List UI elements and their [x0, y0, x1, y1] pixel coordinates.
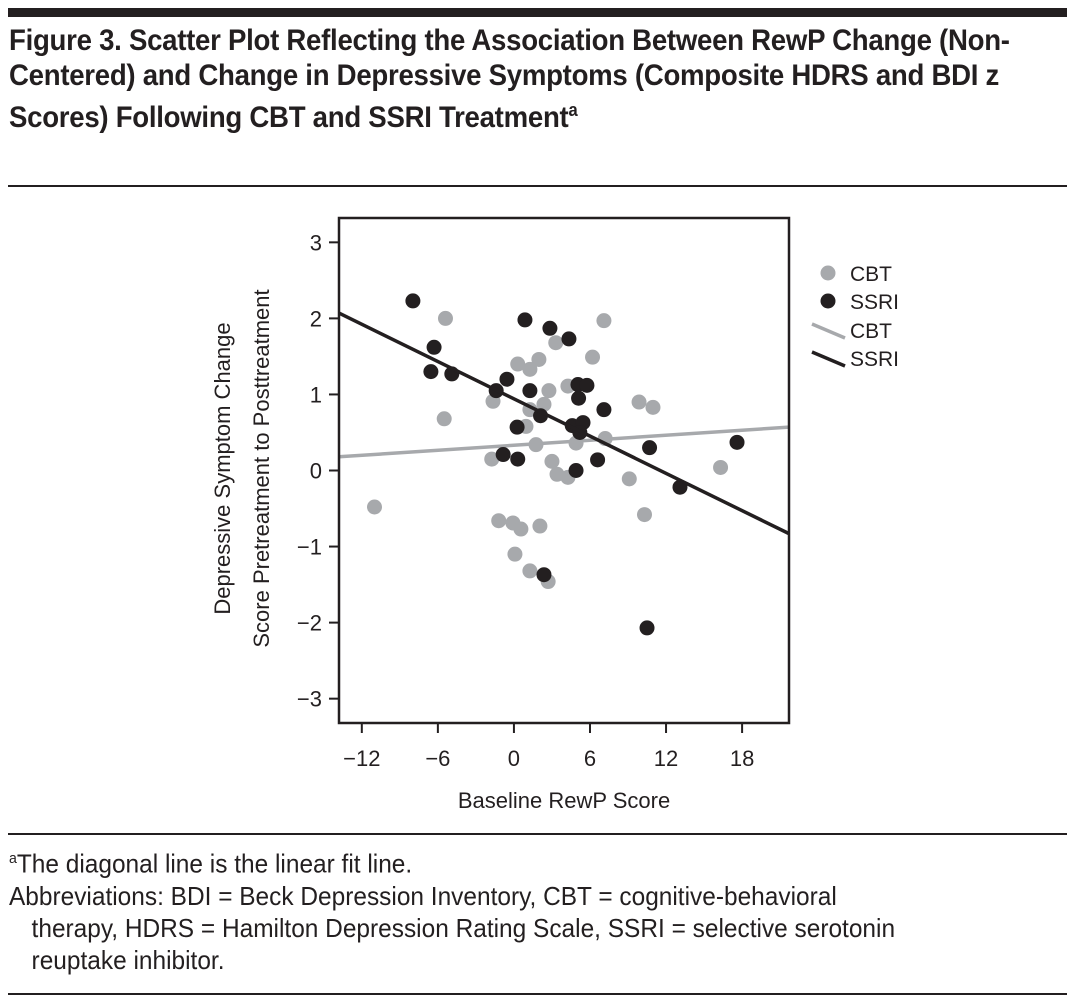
point-ssri: [499, 371, 515, 387]
title-footnote-mark: a: [568, 100, 578, 120]
point-ssri: [590, 452, 606, 468]
legend-line: [811, 350, 846, 368]
point-ssri: [522, 383, 538, 399]
fit-line-ssri: [339, 311, 789, 536]
point-ssri: [729, 434, 745, 450]
point-cbt: [621, 471, 637, 487]
point-cbt: [522, 563, 538, 579]
legend-line: [811, 322, 846, 340]
point-cbt: [491, 513, 507, 529]
point-ssri: [579, 377, 595, 393]
point-ssri: [561, 331, 577, 347]
point-cbt: [631, 394, 647, 410]
legend-label: CBT: [850, 320, 892, 343]
footnote: aThe diagonal line is the linear fit lin…: [9, 843, 1062, 880]
point-ssri: [536, 567, 552, 583]
x-tick-label: −6: [425, 746, 450, 771]
point-ssri: [568, 463, 584, 478]
y-tick-label: −3: [297, 687, 322, 712]
x-tick-label: 0: [508, 746, 520, 771]
point-cbt: [596, 313, 612, 329]
plot-frame: [337, 216, 791, 725]
point-cbt: [548, 335, 564, 351]
figure-title: Figure 3. Scatter Plot Reflecting the As…: [9, 23, 1067, 135]
y-tick-label: −1: [297, 535, 322, 560]
point-cbt: [536, 396, 552, 412]
abbreviations-line1: Abbreviations: BDI = Beck Depression Inv…: [9, 880, 837, 911]
point-ssri: [426, 339, 442, 355]
fit-lines: [339, 425, 789, 459]
x-tick-label: 6: [584, 746, 596, 771]
x-tick-label: −12: [343, 746, 380, 771]
point-cbt: [544, 453, 560, 469]
point-ssri: [510, 451, 526, 467]
y-tick-label: 0: [310, 459, 322, 484]
footnote-mark: a: [9, 850, 17, 867]
ssri-fit-layer: [339, 311, 789, 536]
point-cbt: [541, 383, 557, 399]
point-cbt: [532, 518, 548, 534]
y-tick-label: 1: [310, 382, 322, 407]
legend-marker: [820, 265, 836, 281]
legend-item-marker-ssri: SSRI: [820, 291, 899, 314]
title-bottom-rule: [8, 185, 1067, 187]
x-axis-label: Baseline RewP Score: [458, 788, 670, 813]
point-cbt: [437, 310, 453, 326]
point-cbt: [645, 399, 661, 415]
point-ssri: [639, 620, 655, 636]
legend-label: CBT: [850, 263, 892, 286]
point-cbt: [513, 521, 529, 537]
figure-title-prefix: Figure 3.: [9, 24, 122, 57]
point-ssri: [495, 447, 511, 463]
x-axis-ticks: −12 −6 0 6 12 18: [343, 723, 754, 771]
notes-top-rule: [8, 833, 1067, 835]
point-ssri: [509, 419, 525, 435]
abbreviations-line2: therapy, HDRS = Hamilton Depression Rati…: [31, 912, 896, 943]
legend-item-line-cbt: CBT: [811, 320, 892, 343]
legend-marker: [820, 293, 836, 309]
footnote-text: The diagonal line is the linear fit line…: [16, 848, 413, 879]
point-cbt: [510, 356, 526, 372]
point-ssri: [517, 312, 533, 328]
abbreviations-line3: reuptake inhibitor.: [31, 944, 225, 975]
point-ssri: [423, 364, 439, 380]
legend-item-line-ssri: SSRI: [811, 348, 899, 371]
point-cbt: [585, 349, 601, 365]
point-cbt: [484, 451, 500, 467]
point-ssri: [542, 320, 558, 336]
top-rule: [8, 8, 1067, 17]
point-cbt: [436, 411, 452, 427]
y-axis-label-line2: Score Pretreatment to Posttreatment: [249, 289, 274, 647]
point-ssri: [596, 402, 612, 418]
point-ssri: [571, 390, 587, 406]
data-points: [366, 293, 745, 636]
figure-title-text: Scatter Plot Reflecting the Association …: [9, 24, 1010, 134]
y-tick-label: −2: [297, 611, 322, 636]
legend-item-marker-cbt: CBT: [820, 263, 892, 286]
fit-line-cbt: [339, 425, 789, 459]
point-ssri: [642, 440, 658, 456]
point-cbt: [522, 361, 538, 377]
x-tick-label: 12: [654, 746, 678, 771]
y-tick-label: 2: [310, 306, 322, 331]
point-cbt: [636, 507, 652, 523]
point-cbt: [507, 546, 523, 562]
y-axis-ticks: 3 2 1 0 −1 −2 −3: [297, 230, 339, 712]
point-cbt: [528, 437, 544, 453]
point-cbt: [713, 459, 729, 475]
y-axis-label-line1: Depressive Symptom Change: [210, 322, 235, 614]
point-cbt: [366, 499, 382, 515]
point-ssri: [405, 293, 421, 309]
legend-label: SSRI: [850, 348, 899, 371]
legend: CBT SSRI CBT SSRI: [811, 263, 899, 371]
x-tick-label: 18: [730, 746, 754, 771]
y-tick-label: 3: [310, 230, 322, 255]
bottom-rule: [8, 993, 1067, 995]
legend-label: SSRI: [850, 291, 899, 314]
point-cbt: [531, 351, 547, 367]
figure-notes: aThe diagonal line is the linear fit lin…: [9, 843, 1062, 976]
